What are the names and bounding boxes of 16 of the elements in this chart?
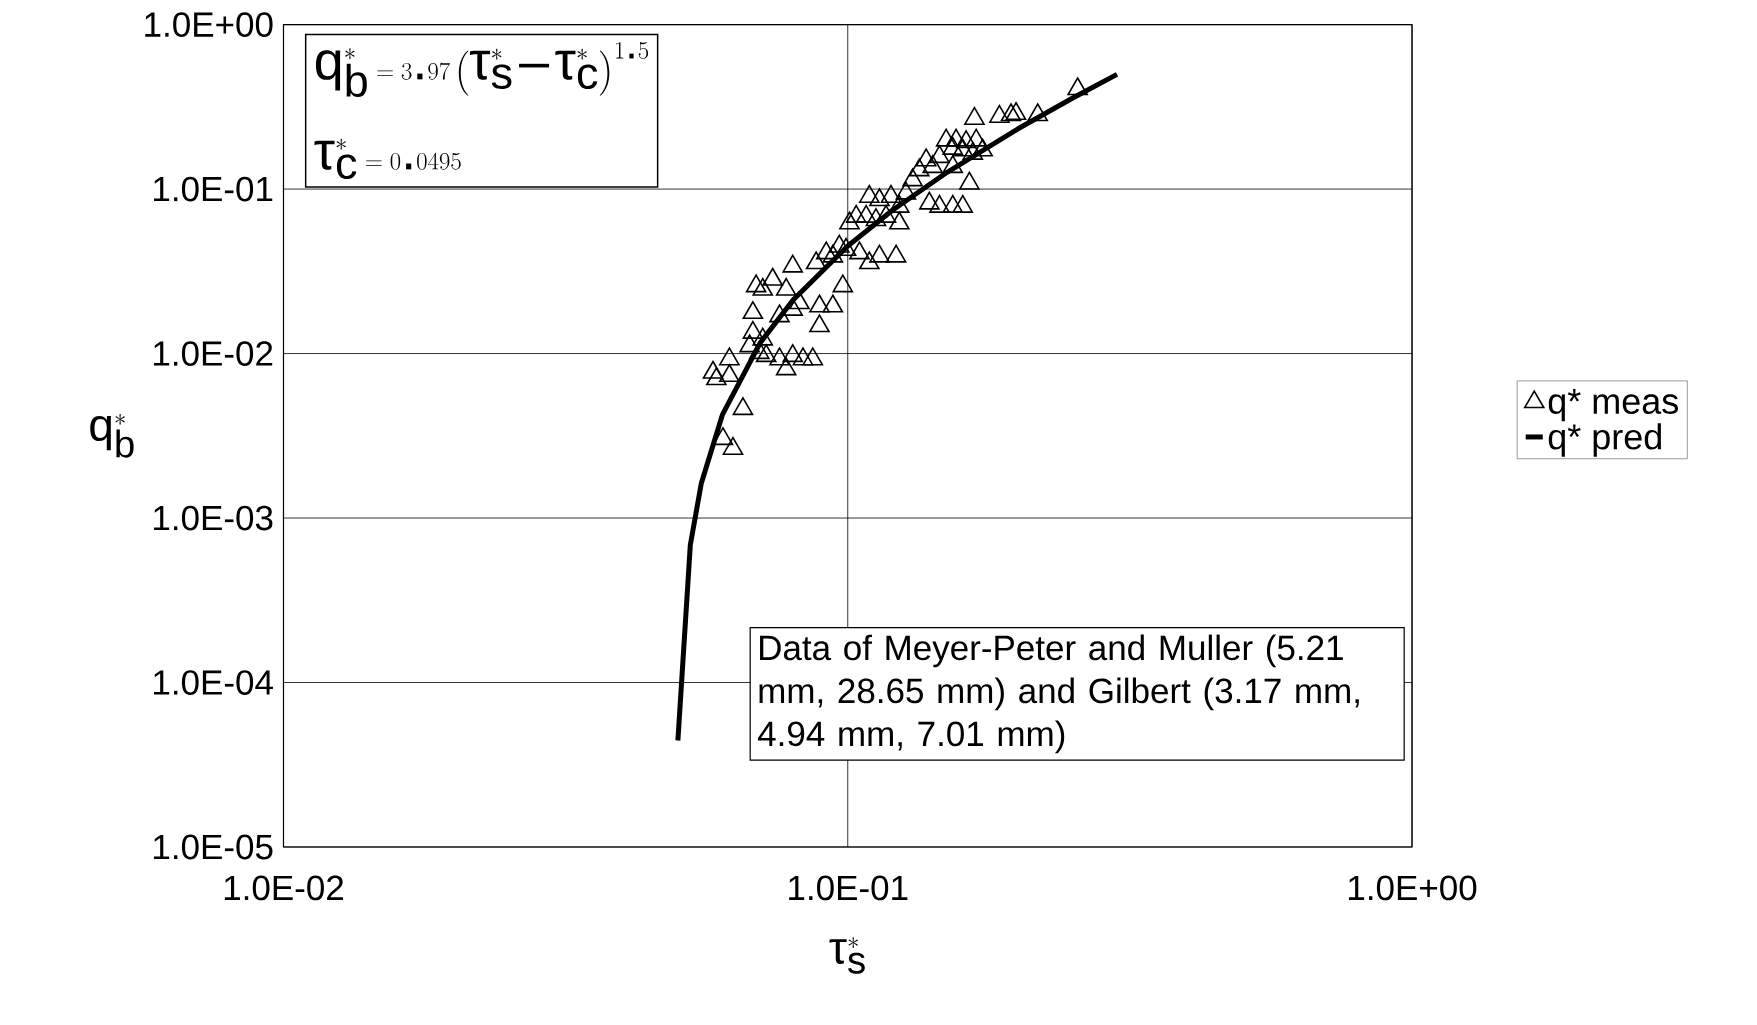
y-tick-label: 1.0E-03 (154, 505, 273, 531)
y-tick-label: 1.0E-01 (154, 176, 273, 202)
y-tick-label: 1.0E+00 (145, 12, 273, 37)
annotation: $q_b^* = 3.97\left(\text{τ}_s^* - \text{τ}_c^*\right)^{1.5}$ (315, 42, 649, 97)
y-tick-label: 1.0E-04 (154, 670, 273, 695)
annotation: $\text{τ}_c^* = 0.0495$ (314, 138, 461, 180)
y-tick-label: 1.0E-05 (154, 834, 273, 860)
legend-label: q* meas (1548, 388, 1678, 422)
x-tick-label: 1.0E-01 (789, 875, 908, 901)
annotation: Data of Meyer-Peter and Muller (5.21 mm, 28.65 mm) and Gilbert (3.17 mm, 4.94 mm, 7.01 mm) (757, 634, 1359, 754)
x-tick-label: 1.0E+00 (1349, 875, 1477, 901)
y-axis-title: $q_b^*$ (90, 413, 134, 458)
x-tick-label: 1.0E-02 (224, 875, 344, 901)
y-tick-label: 1.0E-02 (154, 341, 273, 366)
legend-label: q* pred (1548, 423, 1661, 457)
x-axis-title: $\text{τ}_s^*$ (829, 937, 865, 974)
